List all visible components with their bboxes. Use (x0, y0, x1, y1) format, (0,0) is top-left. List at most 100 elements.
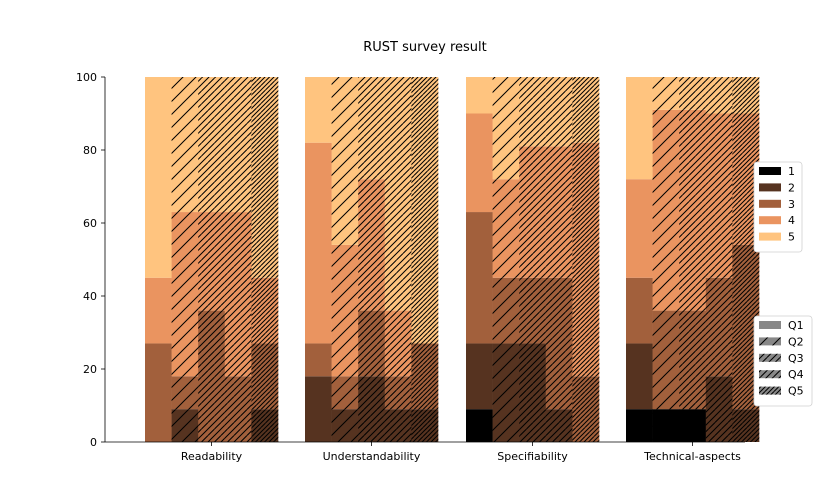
legend-hatch-q2 (759, 337, 781, 346)
chart-title: RUST survey result (363, 40, 487, 55)
bar-understandability-q1-rating-4 (305, 142, 332, 344)
bar-understandability-q1-rating-3 (305, 343, 332, 377)
bar-hatch-readability-q3-rating-3 (198, 310, 226, 442)
bar-hatch-specifiability-q2-rating-3 (492, 277, 520, 344)
legend-label-rating-3: 3 (788, 198, 795, 211)
bar-hatch-specifiability-q5-rating-4 (572, 142, 600, 377)
bar-hatch-specifiability-q2-rating-5 (492, 77, 520, 180)
bar-hatch-specifiability-q4-rating-3 (545, 277, 573, 410)
bar-hatch-understandability-q2-rating-2 (331, 409, 359, 442)
y-tick-label: 60 (83, 217, 97, 230)
legend-swatch-rating-4 (759, 216, 781, 225)
legend-hatch-q3 (759, 353, 781, 362)
bar-hatch-specifiability-q2-rating-2 (492, 343, 520, 442)
legend-label-q2: Q2 (788, 335, 804, 348)
y-tick-label: 40 (83, 290, 97, 303)
legend-swatch-rating-2 (759, 183, 781, 192)
bar-hatch-technical-aspects-q3-rating-5 (679, 77, 707, 110)
bar-specifiability-q1-rating-2 (466, 343, 493, 410)
y-tick-label: 100 (76, 71, 97, 84)
bar-hatch-specifiability-q2-rating-4 (492, 179, 520, 278)
legend-hatch-q5 (759, 386, 781, 395)
bar-hatch-technical-aspects-q5-rating-2 (732, 409, 760, 442)
bar-hatch-technical-aspects-q2-rating-5 (652, 77, 680, 110)
bar-hatch-technical-aspects-q4-rating-3 (705, 277, 733, 377)
legend-ratings: 1 2 3 4 5 (753, 161, 803, 253)
bar-hatch-understandability-q4-rating-3 (384, 376, 412, 410)
bar-hatch-understandability-q3-rating-2 (358, 376, 386, 442)
bar-hatch-understandability-q2-rating-4 (331, 244, 359, 377)
bar-hatch-specifiability-q3-rating-5 (519, 77, 547, 147)
bar-hatch-technical-aspects-q4-rating-5 (705, 77, 733, 114)
bar-hatch-specifiability-q4-rating-4 (545, 146, 573, 278)
y-tick-label: 0 (90, 436, 97, 449)
bar-hatch-technical-aspects-q4-rating-2 (705, 376, 733, 442)
x-tick-label: Readability (181, 450, 243, 463)
bar-hatch-understandability-q3-rating-4 (358, 179, 386, 311)
legend-label-q4: Q4 (788, 368, 804, 381)
bar-hatch-specifiability-q3-rating-2 (519, 343, 547, 442)
legend-swatch-q1 (759, 321, 781, 329)
y-tick-label: 20 (83, 363, 97, 376)
legend-questions: Q1 Q2 Q3 Q4 Q5 (753, 315, 813, 407)
bar-specifiability-q1-rating-1 (466, 409, 493, 442)
bar-hatch-technical-aspects-q3-rating-1 (679, 409, 707, 442)
x-tick-label: Technical-aspects (643, 450, 741, 463)
bar-hatch-readability-q2-rating-4 (171, 212, 199, 377)
bar-hatch-understandability-q4-rating-4 (384, 310, 412, 377)
legend-label-rating-5: 5 (788, 231, 795, 244)
bar-hatch-technical-aspects-q2-rating-3 (652, 310, 680, 410)
legend-hatch-q4 (759, 370, 781, 379)
bar-hatch-technical-aspects-q3-rating-3 (679, 310, 707, 410)
bar-specifiability-q1-rating-4 (466, 113, 493, 213)
bar-hatch-understandability-q2-rating-3 (331, 376, 359, 410)
bar-hatch-understandability-q4-rating-2 (384, 409, 412, 442)
legend-swatch-rating-5 (759, 232, 781, 241)
bar-technical-aspects-q1-rating-3 (626, 277, 653, 344)
bar-hatch-specifiability-q4-rating-5 (545, 77, 573, 147)
bar-readability-q1-rating-3 (145, 343, 172, 442)
bar-hatch-readability-q3-rating-5 (198, 77, 226, 213)
bar-hatch-readability-q3-rating-4 (198, 212, 226, 311)
bar-technical-aspects-q1-rating-2 (626, 343, 653, 410)
bar-hatch-understandability-q5-rating-2 (411, 409, 439, 442)
bar-hatch-understandability-q4-rating-5 (384, 77, 412, 311)
bar-understandability-q1-rating-5 (305, 77, 332, 143)
bar-technical-aspects-q1-rating-5 (626, 77, 653, 180)
bar-hatch-understandability-q5-rating-3 (411, 343, 439, 410)
bar-technical-aspects-q1-rating-1 (626, 409, 653, 442)
legend-label-q1: Q1 (788, 319, 804, 332)
bar-hatch-technical-aspects-q3-rating-4 (679, 109, 707, 311)
bar-hatch-readability-q5-rating-2 (251, 409, 279, 442)
bar-hatch-specifiability-q5-rating-3 (572, 376, 600, 442)
bars-layer (145, 77, 760, 442)
bar-readability-q1-rating-5 (145, 77, 172, 278)
legend-label-rating-1: 1 (788, 165, 795, 178)
bar-readability-q1-rating-4 (145, 277, 172, 344)
bar-hatch-readability-q2-rating-2 (171, 409, 199, 442)
bar-technical-aspects-q1-rating-4 (626, 179, 653, 278)
bar-hatch-understandability-q5-rating-5 (411, 77, 439, 344)
bar-hatch-technical-aspects-q5-rating-5 (732, 77, 760, 114)
bar-hatch-readability-q2-rating-5 (171, 77, 199, 213)
bar-hatch-readability-q5-rating-4 (251, 277, 279, 344)
legend-label-rating-4: 4 (788, 214, 795, 227)
bar-hatch-technical-aspects-q2-rating-1 (652, 409, 680, 442)
bar-hatch-specifiability-q3-rating-3 (519, 277, 547, 344)
bar-hatch-specifiability-q3-rating-4 (519, 146, 547, 278)
bar-hatch-technical-aspects-q2-rating-4 (652, 109, 680, 311)
bar-hatch-readability-q4-rating-3 (224, 376, 252, 442)
bar-specifiability-q1-rating-3 (466, 212, 493, 344)
bar-hatch-readability-q4-rating-5 (224, 77, 252, 213)
bar-hatch-understandability-q3-rating-5 (358, 77, 386, 180)
bar-hatch-readability-q2-rating-3 (171, 376, 199, 410)
x-tick-label: Understandability (323, 450, 421, 463)
bar-hatch-understandability-q2-rating-5 (331, 77, 359, 245)
bar-hatch-technical-aspects-q4-rating-4 (705, 113, 733, 278)
bar-understandability-q1-rating-2 (305, 376, 332, 442)
bar-hatch-readability-q5-rating-5 (251, 77, 279, 278)
bar-specifiability-q1-rating-5 (466, 77, 493, 114)
bar-hatch-specifiability-q4-rating-2 (545, 409, 573, 442)
legend-label-rating-2: 2 (788, 181, 795, 194)
